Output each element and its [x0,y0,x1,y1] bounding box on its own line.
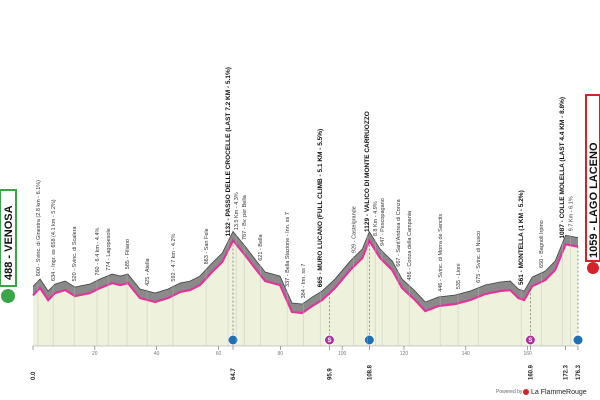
annotation: 561 - MONTELLA (1 KM - 5.2%) [518,190,525,285]
annotation: 947 - Pescopagano [380,198,386,246]
annotation: 621 - Bella [258,234,264,261]
annotation: 787 - Bv. per Bella [242,194,248,240]
annotation: 9.7 Km - 6.1% [568,196,574,231]
finish-frame [585,94,600,262]
profile-fill [33,240,578,346]
sprint-label: S [528,338,532,344]
x-tick-label: 20 [92,351,98,357]
x-tick-label: 60 [216,351,222,357]
annotation: 592 - 4.7 km - 4.2% [171,233,177,281]
kom-marker [572,334,584,346]
annotation: 8.8 Km - 4.9% [373,201,379,236]
annotation: 774 - Lagopesole [106,228,112,271]
finish-box: 1059 - LAGO LACENO [585,94,600,274]
annotation: 384 - Inn. ss 7 [301,264,307,299]
annotation: 675 - Svinc. di Nusco [476,231,482,283]
annotation: 446 - Svinc. di Morra de Sanctis [438,214,444,292]
annotation: 520 - Svinc. di Scalera [72,226,78,282]
annotation: 1129 - VALICO DI MONTE CARRUOZZO [364,111,371,232]
x-tick-label: 160 [523,351,532,357]
x-tick-label: 108.8 [367,364,373,380]
kom-marker [363,334,375,346]
annotation: 337 - Bella Stazione - Inn. ss 7 [285,212,291,287]
sprint-label: S [327,338,331,344]
x-tick-label: 80 [278,351,284,357]
annotation: 13.5 Km - 4.3% [234,192,240,230]
start-box: 488 - VENOSA [0,189,17,303]
finish-label: 1059 - LAGO LACENO [588,142,600,258]
plot: 0.0 20 40 60 64.7 80 95.9 100 108.8 120 140 160 160.… [31,67,584,380]
x-tick-label: 40 [154,351,160,357]
profile-line [32,238,579,315]
annotation: 650 - Bagnoli Irpino [539,220,545,268]
relief-band [33,231,578,314]
brand: La FlammeRouge [531,389,587,396]
annotation: 600 - Svinc. di Ginestra (2.8 km - 6.1%) [36,180,42,276]
start-label: 488 - VENOSA [3,205,15,280]
annotation: 486 - Conza della Campania [407,210,413,281]
finish-icon [587,262,599,274]
x-tick-label: 140 [462,351,471,357]
annotation: 1132 - PASSO DELLE CROCELLE (LAST 7.2 KM… [225,67,232,236]
annotation: 929 - Castelgrande [351,206,357,253]
annotation: 667 - Sant'Andrea di Conza [396,198,402,266]
annotation: 634 - Ingr. ss 658 (4.1 km - 5.2%) [51,199,57,281]
kom-marker [227,334,239,346]
x-tick-label: 176.3 [576,364,582,380]
start-frame [0,189,17,287]
x-tick-label: 120 [400,351,409,357]
x-tick-label: 64.7 [231,368,237,380]
annotation: 1087 - COLLE MOLELLA (LAST 4.4 KM - 8.8%… [559,97,566,239]
footer: Powered by [496,389,523,395]
x-tick-label: 95.9 [327,368,333,380]
x-tick-label: 0.0 [31,371,37,380]
sprint-marker [524,334,536,346]
x-tick-label: 160.9 [528,364,534,380]
sprint-marker [323,334,335,346]
start-icon [1,289,15,303]
annotation: 425 - Atella [145,257,151,285]
x-tick-label: 100 [338,351,347,357]
annotation: 585 - Filiano [125,239,131,269]
annotation: 760 - 6.4 km - 4.4% [95,227,101,275]
brand-icon [523,389,529,395]
annotation: 535 - Lioni [456,264,462,290]
x-tick-label: 172.3 [564,364,570,380]
annotation: 665 - MURO LUCANO (FULL CLIMB - 5.1 KM -… [317,129,324,287]
annotation: 863 - San Fele [204,228,210,264]
relief-edge [32,230,579,305]
